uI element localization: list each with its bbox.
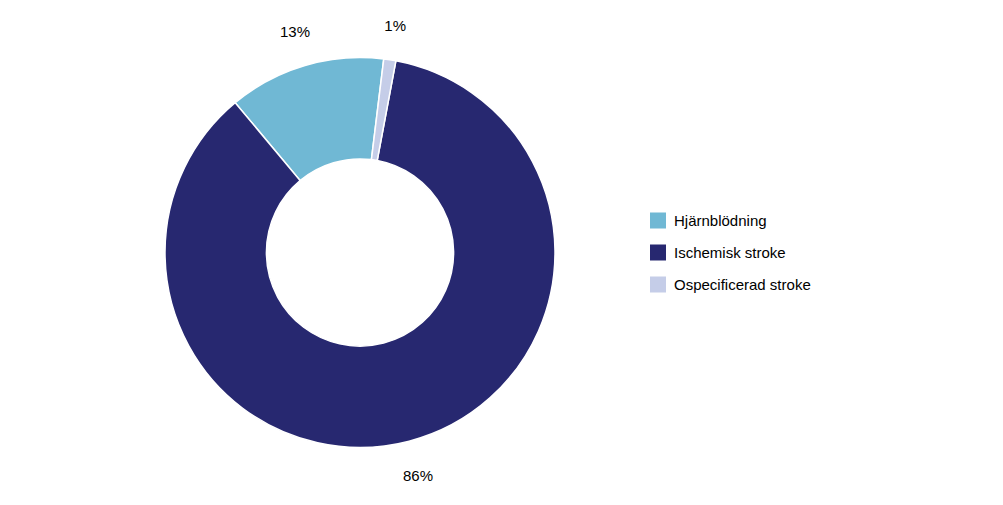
legend-swatch: [650, 245, 666, 261]
slice: [165, 61, 555, 448]
legend-item: Ischemisk stroke: [650, 244, 786, 261]
legend-label: Ischemisk stroke: [674, 244, 786, 261]
data-label: 1%: [384, 17, 406, 34]
slice: [371, 59, 395, 161]
data-label: 13%: [280, 23, 310, 40]
legend-item: Hjärnblödning: [650, 212, 767, 229]
legend-label: Ospecificerad stroke: [674, 276, 811, 293]
data-labels: 13% 86% 1%: [280, 17, 433, 484]
legend-item: Ospecificerad stroke: [650, 276, 811, 293]
data-label: 86%: [403, 467, 433, 484]
legend-label: Hjärnblödning: [674, 212, 767, 229]
legend-swatch: [650, 277, 666, 293]
pie: [165, 58, 555, 448]
legend: Hjärnblödning Ischemisk stroke Ospecificer…: [650, 212, 811, 293]
legend-swatch: [650, 213, 666, 229]
chart: 13% 86% 1% Hjärnblödning Ischemisk stroke Osp…: [0, 0, 1003, 505]
